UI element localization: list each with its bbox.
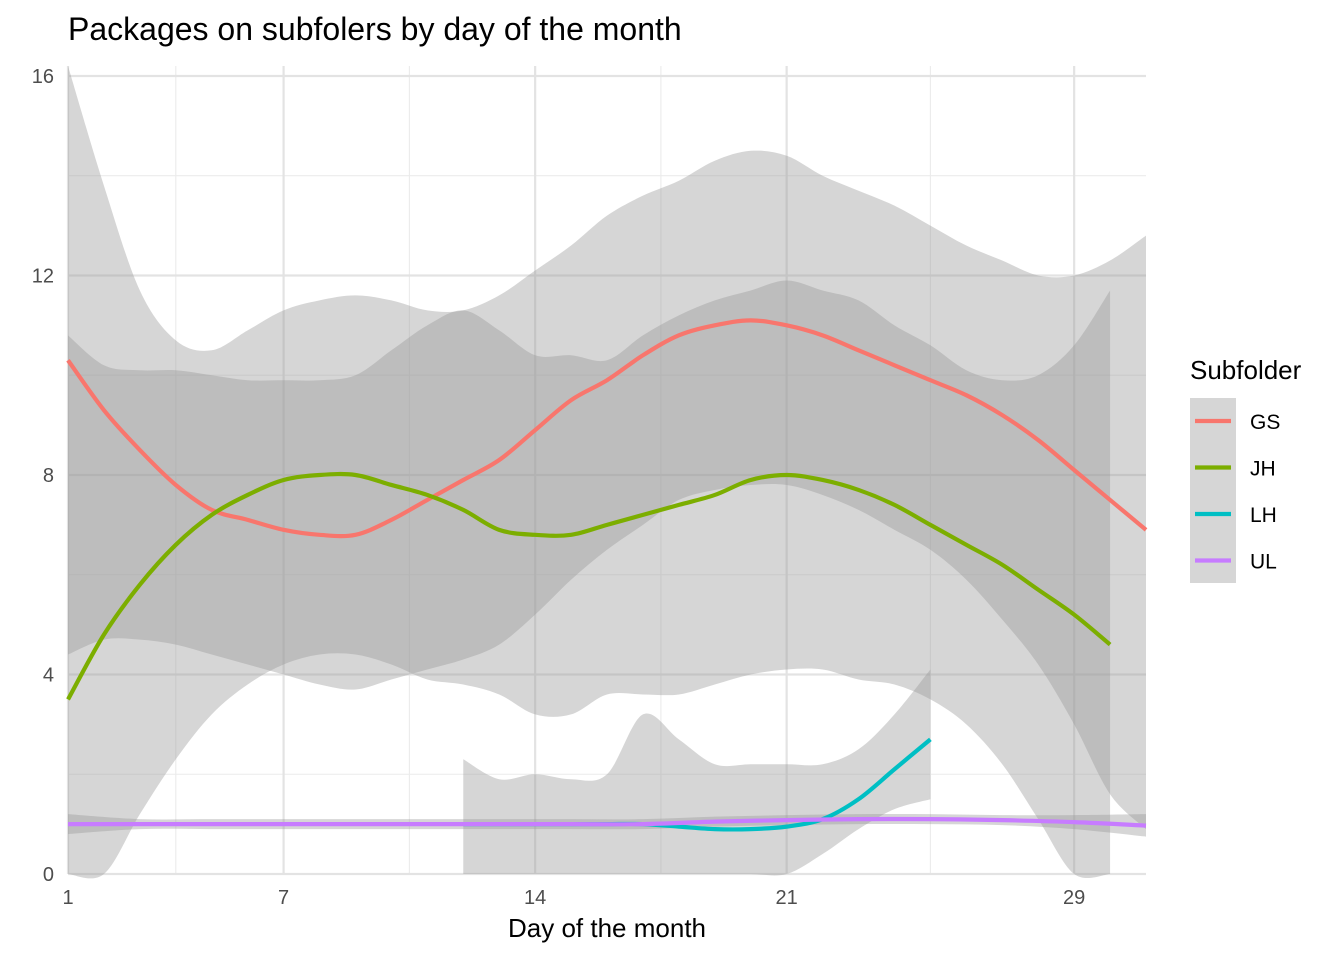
series-line-gs — [66, 318, 1148, 539]
x-tick-label: 21 — [776, 887, 798, 909]
ribbon-gs — [68, 66, 1146, 830]
legend-label-ul: UL — [1250, 551, 1277, 574]
y-tick-label: 8 — [43, 465, 54, 487]
x-tick-label: 29 — [1063, 887, 1085, 909]
x-tick-label: 14 — [524, 887, 546, 909]
tick-labels: 0 4 8 12 16 1 7 14 21 29 — [32, 66, 1086, 909]
series-lines — [66, 318, 1148, 832]
y-tick-label: 4 — [43, 664, 54, 686]
legend-label-jh: JH — [1250, 458, 1276, 481]
ribbon-jh — [68, 280, 1111, 879]
x-axis-title: Day of the month — [508, 913, 706, 943]
legend-label-lh: LH — [1250, 504, 1277, 527]
legend-label-gs: GS — [1250, 411, 1280, 434]
x-tick-label: 7 — [278, 887, 289, 909]
series-line-ul — [68, 816, 1147, 828]
legend-title: Subfolder — [1190, 355, 1302, 385]
legend-key-background — [1190, 398, 1236, 583]
chart-title: Packages on subfolers by day of the mont… — [68, 11, 682, 47]
y-tick-label: 16 — [32, 66, 54, 88]
y-tick-label: 12 — [32, 265, 54, 287]
y-tick-label: 0 — [43, 864, 54, 886]
confidence-ribbons — [68, 66, 1146, 879]
legend: Subfolder GS JH LH UL — [1190, 355, 1302, 583]
x-tick-label: 1 — [62, 887, 73, 909]
series-line-jh — [66, 471, 1112, 701]
